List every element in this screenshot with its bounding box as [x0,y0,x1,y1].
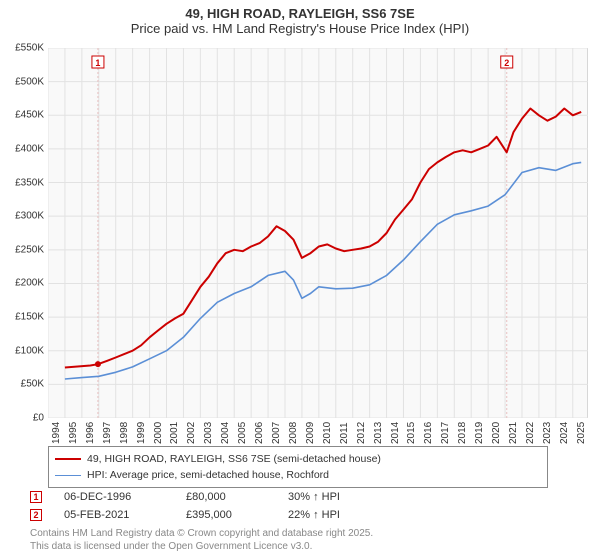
y-tick-label: £0 [33,413,44,424]
x-tick-label: 2005 [237,422,248,444]
x-tick-label: 2024 [559,422,570,444]
datapoints-table: 1 06-DEC-1996 £80,000 30% ↑ HPI 2 05-FEB… [30,488,590,524]
legend-swatch-1 [55,475,81,476]
datapoint-row-1: 2 05-FEB-2021 £395,000 22% ↑ HPI [30,506,590,524]
datapoint-date-1: 05-FEB-2021 [64,509,164,521]
x-tick-label: 1994 [51,422,62,444]
chart-area: 12 [48,48,588,418]
y-tick-label: £350K [15,177,44,188]
x-tick-label: 2020 [491,422,502,444]
y-tick-label: £300K [15,211,44,222]
x-tick-label: 1995 [68,422,79,444]
y-tick-label: £450K [15,110,44,121]
y-tick-label: £550K [15,43,44,54]
legend-text-0: 49, HIGH ROAD, RAYLEIGH, SS6 7SE (semi-d… [87,453,381,465]
x-tick-label: 1997 [102,422,113,444]
x-tick-label: 2003 [203,422,214,444]
x-tick-label: 1999 [136,422,147,444]
chart-svg: 12 [48,48,588,418]
x-tick-label: 2023 [542,422,553,444]
datapoint-marker-0: 1 [30,491,42,503]
datapoint-hpi-0: 30% ↑ HPI [288,491,388,503]
y-axis: £0£50K£100K£150K£200K£250K£300K£350K£400… [0,48,48,418]
datapoint-price-0: £80,000 [186,491,266,503]
svg-text:2: 2 [504,58,509,68]
datapoint-marker-1: 2 [30,509,42,521]
y-tick-label: £500K [15,76,44,87]
datapoint-hpi-1: 22% ↑ HPI [288,509,388,521]
datapoint-row-0: 1 06-DEC-1996 £80,000 30% ↑ HPI [30,488,590,506]
legend-swatch-0 [55,458,81,460]
x-tick-label: 2004 [220,422,231,444]
x-axis: 1994 1995 1996 1997 1998 1999 2000 2001 2002 2003… [48,418,588,448]
legend-row-1: HPI: Average price, semi-detached house,… [55,467,541,483]
chart-container: 49, HIGH ROAD, RAYLEIGH, SS6 7SE Price p… [0,0,600,560]
datapoint-date-0: 06-DEC-1996 [64,491,164,503]
title-address: 49, HIGH ROAD, RAYLEIGH, SS6 7SE [0,6,600,21]
x-tick-label: 2025 [576,422,587,444]
x-tick-label: 2017 [440,422,451,444]
footer-line1: Contains HM Land Registry data © Crown c… [30,528,590,541]
x-tick-label: 2021 [508,422,519,444]
y-tick-label: £250K [15,244,44,255]
x-tick-label: 2007 [271,422,282,444]
x-tick-label: 2013 [373,422,384,444]
y-tick-label: £50K [21,379,44,390]
x-tick-label: 2018 [457,422,468,444]
footer-line2: This data is licensed under the Open Gov… [30,541,590,554]
y-tick-label: £400K [15,143,44,154]
x-tick-label: 2016 [423,422,434,444]
x-tick-label: 2011 [339,422,350,444]
y-tick-label: £150K [15,312,44,323]
x-tick-label: 2008 [288,422,299,444]
title-subtitle: Price paid vs. HM Land Registry's House … [0,21,600,36]
svg-text:1: 1 [95,58,100,68]
datapoint-price-1: £395,000 [186,509,266,521]
title-block: 49, HIGH ROAD, RAYLEIGH, SS6 7SE Price p… [0,0,600,38]
legend: 49, HIGH ROAD, RAYLEIGH, SS6 7SE (semi-d… [48,446,548,488]
x-tick-label: 2022 [525,422,536,444]
y-tick-label: £100K [15,345,44,356]
legend-text-1: HPI: Average price, semi-detached house,… [87,469,329,481]
legend-row-0: 49, HIGH ROAD, RAYLEIGH, SS6 7SE (semi-d… [55,451,541,467]
x-tick-label: 2019 [474,422,485,444]
x-tick-label: 2000 [153,422,164,444]
x-tick-label: 2009 [305,422,316,444]
x-tick-label: 2006 [254,422,265,444]
x-tick-label: 2001 [169,422,180,444]
x-tick-label: 2012 [356,422,367,444]
x-tick-label: 2014 [390,422,401,444]
footer: Contains HM Land Registry data © Crown c… [30,528,590,553]
y-tick-label: £200K [15,278,44,289]
x-tick-label: 2015 [406,422,417,444]
x-tick-label: 1998 [119,422,130,444]
x-tick-label: 1996 [85,422,96,444]
x-tick-label: 2010 [322,422,333,444]
x-tick-label: 2002 [186,422,197,444]
